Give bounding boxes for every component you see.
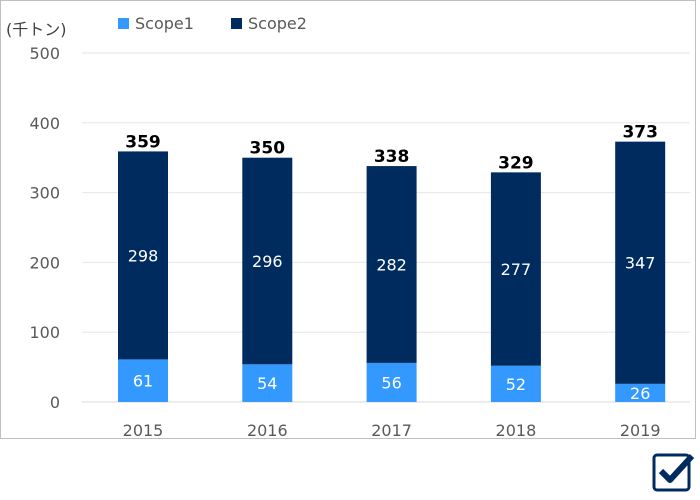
data-label-scope2: 296	[252, 252, 283, 271]
y-tick-label: 100	[29, 323, 60, 342]
checkbox-checked-icon[interactable]	[652, 451, 694, 493]
total-label: 338	[374, 147, 410, 167]
bar-scope1	[118, 359, 168, 402]
data-label-scope1: 61	[133, 372, 153, 391]
data-label-scope2: 282	[376, 255, 407, 274]
x-tick-label: 2016	[247, 421, 288, 440]
y-tick-label: 200	[29, 253, 60, 272]
bar-scope2	[490, 172, 541, 366]
bar-scope2	[366, 166, 417, 363]
x-tick-label: 2015	[123, 421, 164, 440]
bar-scope2	[615, 141, 666, 384]
bar-scope2	[118, 151, 168, 360]
bar-scope1	[490, 365, 541, 402]
data-label-scope1: 56	[381, 373, 401, 392]
legend-label-scope1: Scope1	[135, 14, 194, 33]
total-label: 329	[498, 153, 534, 173]
data-label-scope2: 298	[128, 246, 159, 265]
bar-scope1	[615, 383, 666, 402]
bar-scope2	[242, 157, 293, 365]
total-label: 373	[622, 123, 658, 143]
chart-plot: 0 100 200 300 400 500 61 298 359 2015 54 296 350 2016…	[29, 44, 690, 440]
y-tick-label: 400	[29, 114, 60, 133]
legend-swatch-scope1	[118, 18, 129, 29]
data-label-scope1: 52	[506, 375, 526, 394]
y-tick-label: 0	[50, 393, 60, 412]
x-tick-label: 2017	[371, 421, 412, 440]
total-label: 359	[125, 132, 161, 152]
legend-item-scope2: Scope2	[231, 14, 307, 33]
legend-label-scope2: Scope2	[248, 14, 307, 33]
legend-swatch-scope2	[231, 18, 242, 29]
y-tick-label: 500	[29, 44, 60, 63]
legend-item-scope1: Scope1	[118, 14, 194, 33]
x-tick-label: 2018	[496, 421, 537, 440]
y-axis-unit-label: (千トン)	[6, 20, 67, 39]
data-label-scope1: 54	[257, 374, 277, 393]
y-tick-label: 300	[29, 184, 60, 203]
bar-scope1	[242, 364, 293, 402]
chart-frame	[0, 0, 696, 439]
data-label-scope2: 347	[625, 254, 656, 273]
total-label: 350	[250, 139, 286, 159]
data-label-scope1: 26	[630, 384, 650, 403]
x-tick-label: 2019	[620, 421, 661, 440]
data-label-scope2: 277	[501, 260, 532, 279]
bar-scope1	[366, 362, 417, 402]
